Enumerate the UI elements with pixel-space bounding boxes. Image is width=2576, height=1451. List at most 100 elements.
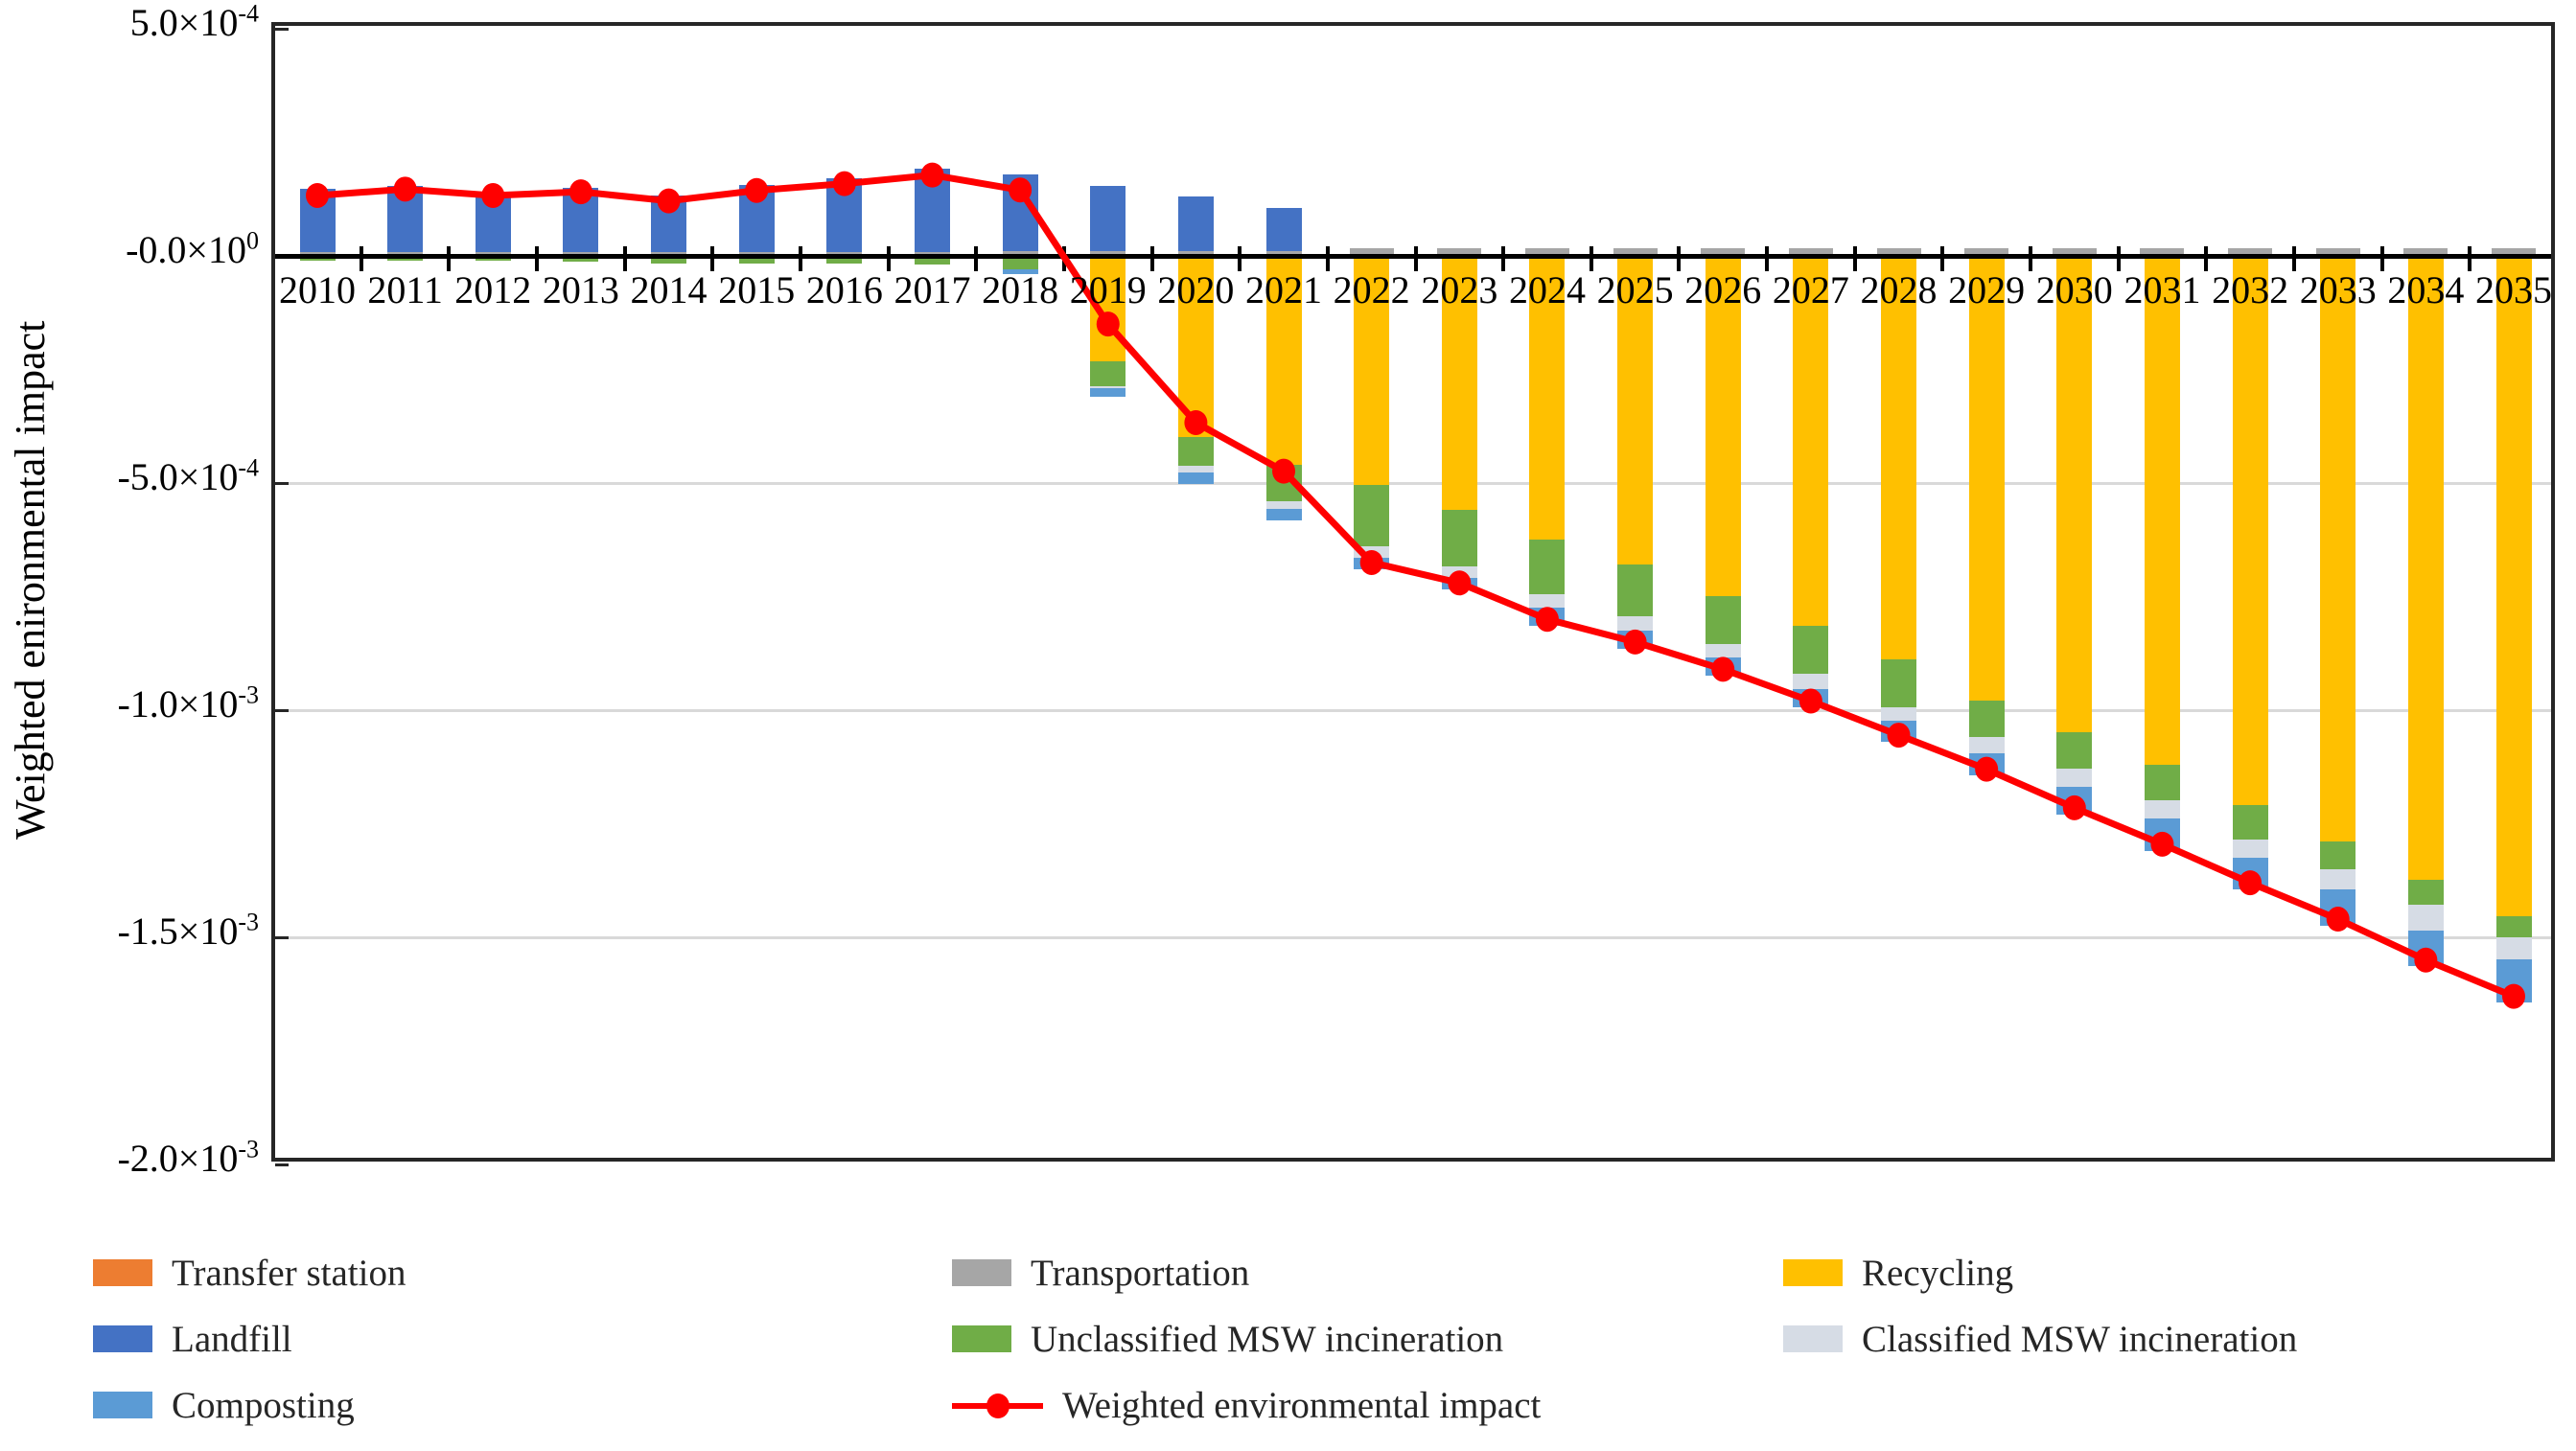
bar-segment-recycling-2021 <box>1265 258 1302 465</box>
x-tick-label: 2029 <box>1948 268 2026 311</box>
x-tick-label: 2022 <box>1333 268 1410 311</box>
x-axis-tick <box>799 246 803 271</box>
x-tick-label: 2014 <box>630 268 708 311</box>
bar-segment-landfill-2019 <box>1090 185 1126 252</box>
legend-swatch-icon <box>93 1325 152 1352</box>
line-marker <box>569 179 592 205</box>
y-tick-label: -0.0×100 <box>126 226 259 271</box>
y-axis-tick <box>275 482 289 485</box>
legend-swatch-icon <box>93 1259 152 1286</box>
bar-segment-composting-2018 <box>1002 268 1038 274</box>
bar-segment-recycling-2032 <box>2232 258 2268 806</box>
bar-segment-unclassified-msw-incineration-2013 <box>563 258 599 263</box>
legend-item-landfill: Landfill <box>93 1318 292 1360</box>
line-marker <box>1711 656 1735 682</box>
bar-segment-classified-msw-incineration-2020 <box>1177 465 1214 472</box>
bar-segment-unclassified-msw-incineration-2020 <box>1177 437 1214 466</box>
plot-area: 2010 2011 2012 2013 2014 2015 2016 2017 2018 2019… <box>271 22 2555 1166</box>
bar-segment-classified-msw-incineration-2028 <box>1881 707 1917 722</box>
line-marker <box>1887 723 1911 749</box>
x-tick-label: 2032 <box>2212 268 2289 311</box>
line-marker <box>2326 907 2350 933</box>
x-tick-label: 2031 <box>2123 268 2201 311</box>
gridline <box>275 936 2551 939</box>
legend-line-marker-icon <box>952 1392 1043 1418</box>
bar-segment-transportation-2029 <box>1964 248 2009 256</box>
legend-label: Recycling <box>1862 1252 2014 1294</box>
bar-segment-recycling-2027 <box>1793 258 1829 626</box>
y-axis-tick <box>275 28 289 31</box>
x-tick-label: 2024 <box>1508 268 1586 311</box>
bar-segment-unclassified-msw-incineration-2026 <box>1705 596 1741 644</box>
legend-label: Transfer station <box>172 1252 406 1294</box>
bar-segment-unclassified-msw-incineration-2011 <box>387 258 424 261</box>
legend-label: Transportation <box>1031 1252 1250 1294</box>
bar-segment-classified-msw-incineration-2019 <box>1090 385 1126 389</box>
legend-item-weighted-environmental-impact: Weighted environmental impact <box>952 1384 1541 1426</box>
bar-segment-classified-msw-incineration-2032 <box>2232 839 2268 858</box>
x-axis-tick <box>1765 246 1770 271</box>
legend-label: Classified MSW incineration <box>1862 1318 2298 1360</box>
bar-segment-unclassified-msw-incineration-2019 <box>1090 360 1126 386</box>
legend-swatch-icon <box>952 1259 1011 1286</box>
bar-segment-transportation-2020 <box>1177 251 1214 256</box>
bar-segment-transportation-2027 <box>1788 248 1833 256</box>
x-tick-label: 2035 <box>2475 268 2552 311</box>
legend-item-transfer-station: Transfer station <box>93 1252 406 1294</box>
bar-segment-recycling-2031 <box>2144 258 2180 765</box>
bar-segment-classified-msw-incineration-2030 <box>2056 769 2093 788</box>
bar-segment-unclassified-msw-incineration-2015 <box>738 258 775 264</box>
legend-swatch-icon <box>1783 1259 1843 1286</box>
bar-segment-classified-msw-incineration-2025 <box>1617 616 1654 631</box>
x-tick-label: 2027 <box>1772 268 1849 311</box>
bar-segment-unclassified-msw-incineration-2028 <box>1881 659 1917 708</box>
bar-segment-unclassified-msw-incineration-2014 <box>651 258 687 264</box>
bar-segment-recycling-2023 <box>1441 258 1477 511</box>
x-axis-tick <box>2291 246 2296 271</box>
x-tick-label: 2010 <box>279 268 356 311</box>
x-axis-tick <box>535 246 540 271</box>
x-tick-label: 2016 <box>805 268 883 311</box>
legend-item-unclassified-msw-incineration: Unclassified MSW incineration <box>952 1318 1503 1360</box>
bar-segment-unclassified-msw-incineration-2027 <box>1793 625 1829 674</box>
bar-segment-unclassified-msw-incineration-2025 <box>1617 564 1654 617</box>
line-marker <box>1535 607 1559 633</box>
x-tick-label: 2015 <box>718 268 796 311</box>
bar-segment-transportation-2023 <box>1437 248 1482 256</box>
line-marker <box>1975 756 1999 782</box>
bar-segment-classified-msw-incineration-2033 <box>2320 868 2356 889</box>
line-marker <box>2062 795 2086 820</box>
x-tick-label: 2030 <box>2035 268 2113 311</box>
bar-segment-classified-msw-incineration-2021 <box>1265 500 1302 509</box>
x-axis-zero-line <box>275 254 2551 259</box>
bar-segment-recycling-2022 <box>1354 258 1390 485</box>
x-tick-label: 2026 <box>1684 268 1762 311</box>
line-marker <box>920 162 944 188</box>
bar-segment-unclassified-msw-incineration-2018 <box>1002 258 1038 269</box>
bar-segment-classified-msw-incineration-2026 <box>1705 643 1741 658</box>
bar-segment-unclassified-msw-incineration-2012 <box>475 258 511 262</box>
line-marker <box>1623 629 1647 655</box>
bar-segment-transportation-2032 <box>2228 248 2273 256</box>
bar-segment-unclassified-msw-incineration-2031 <box>2144 764 2180 801</box>
line-marker <box>2150 831 2174 857</box>
x-tick-label: 2017 <box>893 268 971 311</box>
bar-segment-transportation-2024 <box>1524 248 1569 256</box>
x-axis-tick <box>1852 246 1857 271</box>
bar-segment-transportation-2019 <box>1090 251 1126 256</box>
y-axis-tick <box>275 936 289 939</box>
y-axis-tick <box>275 1163 289 1166</box>
bar-segment-classified-msw-incineration-2027 <box>1793 673 1829 690</box>
x-axis-tick <box>1325 246 1330 271</box>
bar-segment-recycling-2028 <box>1881 258 1917 660</box>
bar-segment-unclassified-msw-incineration-2032 <box>2232 805 2268 840</box>
x-axis-tick <box>1501 246 1506 271</box>
bar-segment-unclassified-msw-incineration-2010 <box>299 258 336 261</box>
x-axis-tick <box>1149 246 1154 271</box>
bar-segment-unclassified-msw-incineration-2023 <box>1441 510 1477 567</box>
bar-segment-landfill-2021 <box>1265 208 1302 252</box>
x-axis-tick <box>1940 246 1945 271</box>
bar-segment-recycling-2029 <box>1968 258 2005 702</box>
bar-segment-transportation-2030 <box>2052 248 2097 256</box>
legend-label: Weighted environmental impact <box>1062 1384 1542 1426</box>
